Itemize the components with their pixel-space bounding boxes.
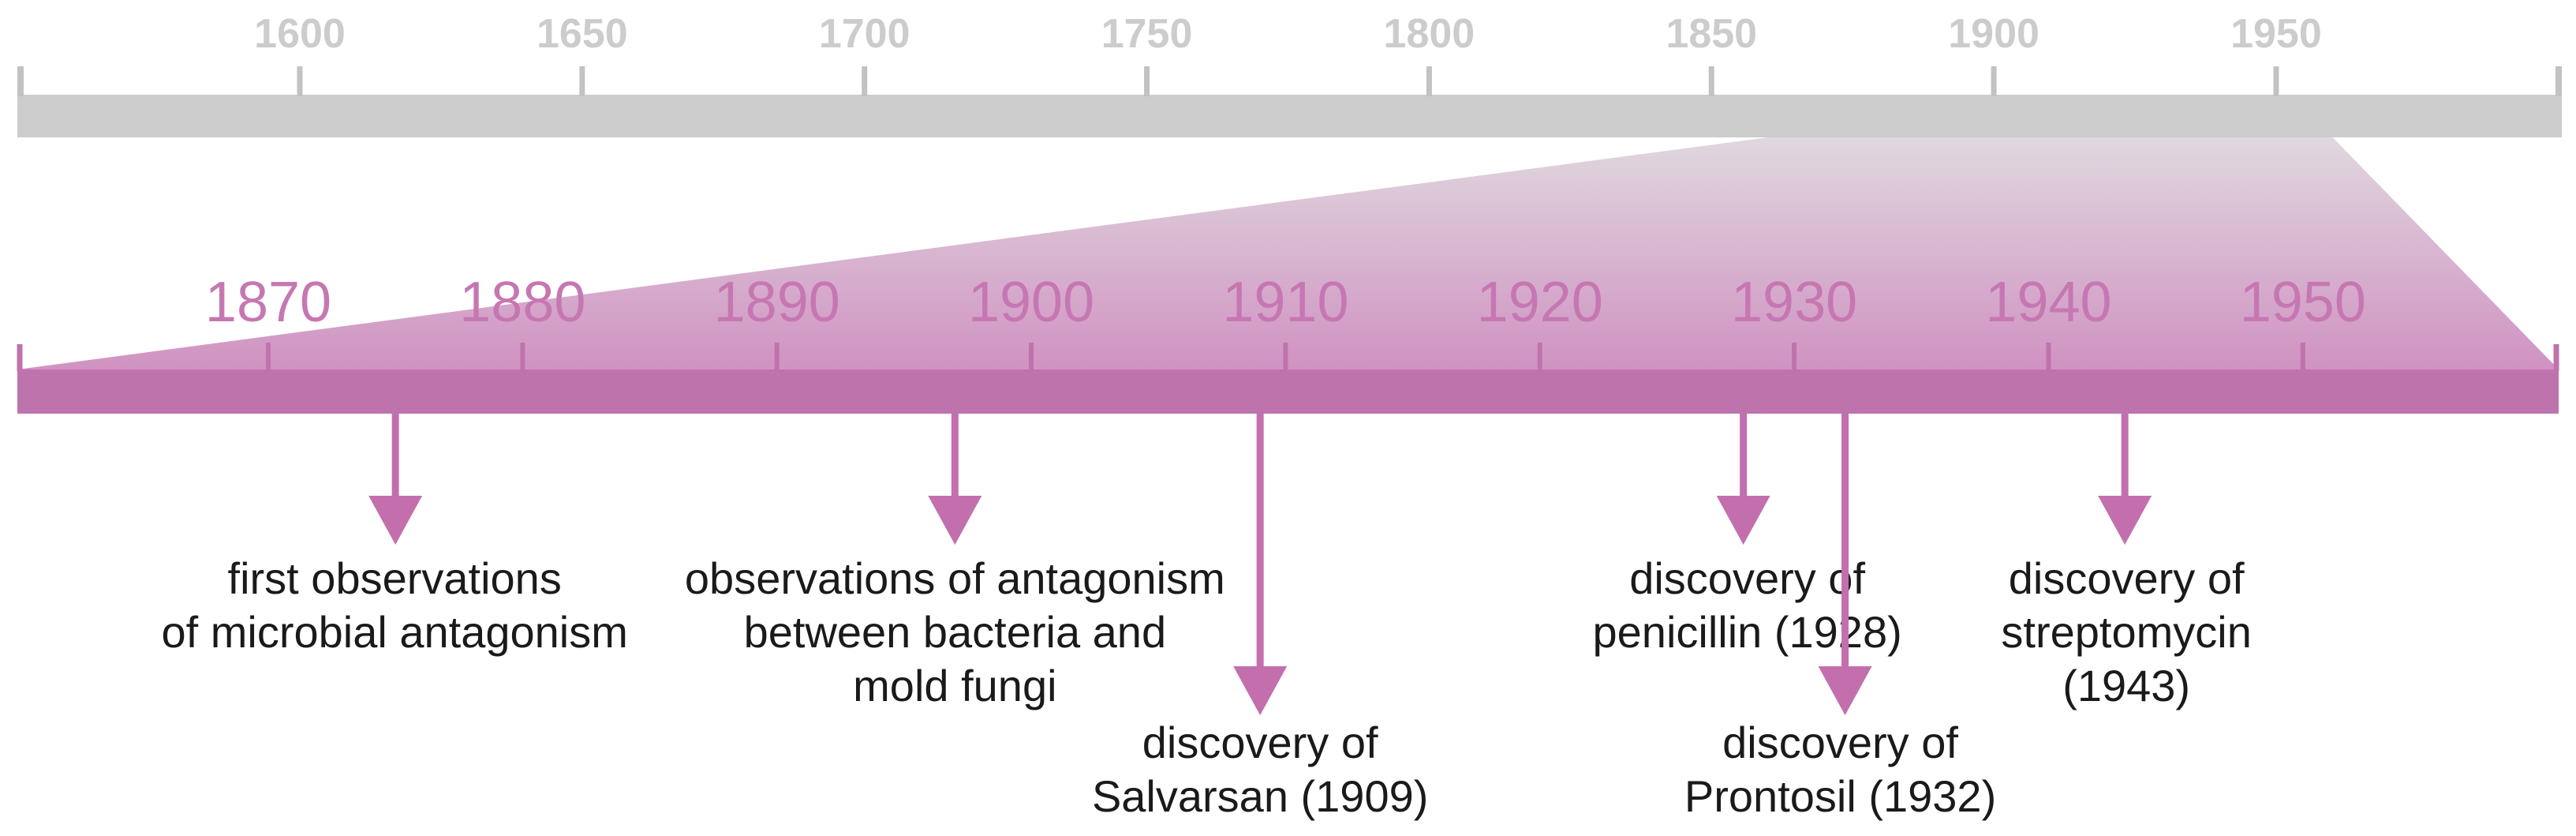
overview-tick [1708,66,1714,96]
event-label-line: of microbial antagonism [161,607,627,657]
zoom-tick [2300,343,2305,371]
overview-tick-label: 1650 [537,11,628,57]
overview-tick-label: 1850 [1666,11,1757,57]
overview-tick [1426,66,1432,96]
event-label-line: discovery of [1629,553,1865,603]
zoom-edge-tick-right [2553,344,2559,371]
overview-tick-label: 1600 [254,11,346,57]
event-label-line: Prontosil (1932) [1684,771,1996,821]
zoom-tick [2046,343,2051,371]
zoom-tick-label: 1920 [1477,271,1603,334]
event-label-line: penicillin (1928) [1593,607,1902,657]
event-arrow-head [1818,666,1872,715]
zoom-tick-labels: 1870 1880 1890 1900 1910 1920 1930 1940 1950 [205,271,2366,334]
event-arrow-shaft [2121,414,2129,499]
overview-axis: 1600 1650 1700 1750 1800 1850 1900 1950 [17,11,2562,137]
event-label-line: discovery of [1142,718,1378,767]
event-arrow-head [1716,496,1770,545]
zoom-tick [1537,343,1542,371]
zoom-tick-label: 1940 [1985,271,2111,334]
event-label-line: discovery of [2009,553,2245,603]
zoom-ticks [17,343,2559,371]
overview-tick-label: 1800 [1384,11,1475,57]
zoom-tick [520,343,525,371]
event-arrow-shaft [951,414,959,499]
overview-tick [1144,66,1150,96]
overview-tick-labels: 1600 1650 1700 1750 1800 1850 1900 1950 [254,11,2322,57]
overview-axis-bar [17,95,2562,137]
event-arrow-head [1233,666,1288,715]
event-arrow-shaft [391,414,399,499]
overview-tick-label: 1900 [1948,11,2039,57]
event-arrow-head [368,496,423,545]
overview-edge-tick-right [2555,66,2562,96]
overview-edge-tick-left [17,66,24,96]
zoom-tick [1283,343,1288,371]
zoom-tick-label: 1910 [1222,271,1348,334]
event-label-line: observations of antagonism [685,553,1225,603]
zoom-tick [1792,343,1797,371]
zoom-tick-label: 1950 [2240,271,2366,334]
overview-tick [297,66,303,96]
overview-tick [1991,66,1997,96]
event-label-line: (1943) [2062,661,2190,710]
event-label-line: discovery of [1722,718,1958,767]
event-label-line: between bacteria and [744,607,1167,657]
overview-tick-label: 1950 [2230,11,2322,57]
zoom-axis-bar [17,369,2559,414]
zoom-tick-label: 1870 [205,271,331,334]
zoom-axis: 1870 1880 1890 1900 1910 1920 1930 1940 1950 [17,271,2559,414]
event-label-line: first observations [228,553,562,603]
zoom-tick-label: 1880 [459,271,585,334]
event-label-line: Salvarsan (1909) [1092,771,1428,821]
overview-tick-label: 1750 [1101,11,1193,57]
zoom-funnel [17,137,2559,369]
event-arrow-head [2098,496,2152,545]
zoom-tick-label: 1930 [1731,271,1857,334]
zoom-tick-label: 1890 [714,271,840,334]
event-arrow-shaft [1740,414,1748,499]
event-label-line: streptomycin [2001,607,2251,657]
event-label-line: mold fungi [853,661,1056,710]
event-arrow-shaft [1256,414,1264,669]
zoom-tick [266,343,271,371]
event-arrow-head [928,496,982,545]
overview-tick [862,66,868,96]
overview-tick-label: 1700 [819,11,910,57]
event-arrow-shaft [1841,414,1849,669]
zoom-tick [1029,343,1034,371]
overview-tick [579,66,585,96]
zoom-edge-tick-left [17,344,23,371]
overview-tick [2273,66,2279,96]
zoom-tick-label: 1900 [968,271,1094,334]
zoom-tick [774,343,780,371]
overview-ticks [17,66,2562,96]
